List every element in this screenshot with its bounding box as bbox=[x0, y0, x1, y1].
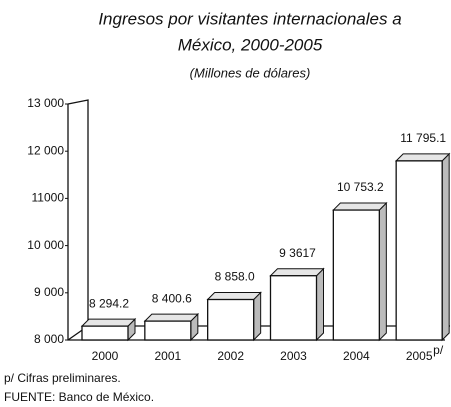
x-tick-label: 2001 bbox=[154, 349, 181, 363]
bar-top bbox=[269, 268, 325, 277]
bar-side bbox=[316, 267, 324, 342]
x-tick-superscript: p/ bbox=[433, 343, 444, 357]
y-tick-label: 12 000 bbox=[27, 143, 64, 157]
data-label: 8 294.2 bbox=[89, 296, 129, 310]
bar bbox=[269, 275, 318, 341]
x-tick-label: 2002 bbox=[217, 349, 244, 363]
footnote: FUENTE: Banco de México. bbox=[4, 390, 154, 404]
y-tick-label: 8 000 bbox=[34, 332, 64, 346]
x-tick-label: 2000 bbox=[92, 349, 119, 363]
chart-title: México, 2000-2005 bbox=[178, 35, 323, 54]
bar-top bbox=[143, 313, 200, 322]
bar-top bbox=[332, 202, 388, 211]
x-tick-label: 2003 bbox=[280, 349, 307, 363]
bar-top bbox=[80, 318, 137, 327]
bar bbox=[207, 298, 255, 341]
axis bbox=[67, 99, 89, 326]
bar-top bbox=[394, 153, 451, 162]
y-tick-label: 11000 bbox=[32, 191, 65, 205]
chart-subtitle: (Millones de dólares) bbox=[190, 65, 311, 80]
data-label: 9 3617 bbox=[279, 246, 316, 260]
data-label: 8 858.0 bbox=[215, 270, 255, 284]
bar-side bbox=[378, 201, 387, 342]
y-tick-label: 13 000 bbox=[27, 96, 64, 110]
data-label: 8 400.6 bbox=[152, 291, 192, 305]
bar-side bbox=[441, 152, 450, 342]
bar-side bbox=[253, 291, 262, 342]
bar bbox=[332, 209, 380, 341]
chart-title: Ingresos por visitantes internacionales … bbox=[98, 9, 401, 28]
x-tick-label: 2005 bbox=[406, 349, 433, 363]
data-label: 10 753.2 bbox=[337, 180, 384, 194]
y-tick-label: 9 000 bbox=[34, 285, 64, 299]
bar bbox=[144, 320, 192, 341]
x-tick-label: 2004 bbox=[343, 349, 370, 363]
bar-top bbox=[206, 292, 262, 301]
bar bbox=[395, 160, 443, 341]
data-label: 11 795.1 bbox=[400, 131, 446, 145]
y-tick-label: 10 000 bbox=[27, 238, 64, 252]
bar bbox=[81, 325, 129, 341]
footnote: p/ Cifras preliminares. bbox=[4, 371, 121, 385]
